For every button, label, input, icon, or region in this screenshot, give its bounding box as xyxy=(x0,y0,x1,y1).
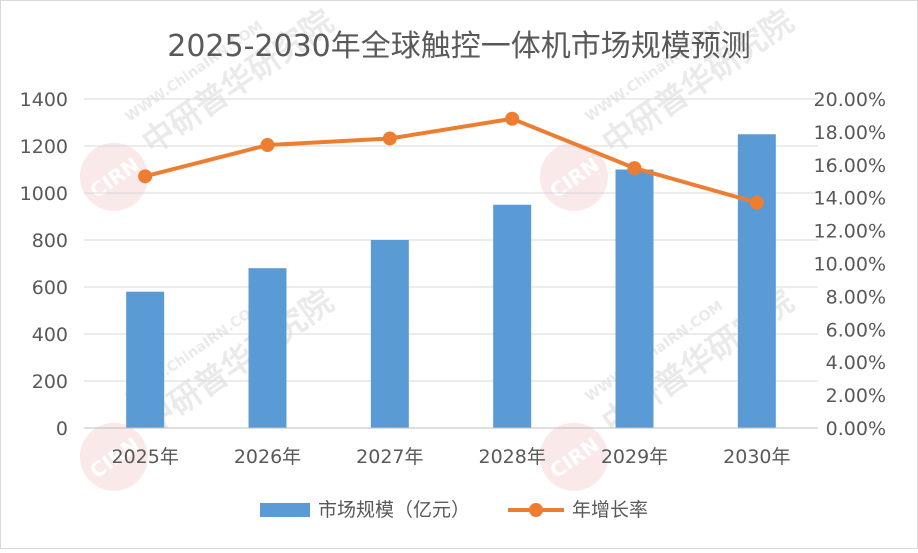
y-left-tick-label: 1000 xyxy=(20,183,68,205)
bar xyxy=(370,240,409,428)
y-right-tick-label: 18.00% xyxy=(814,122,886,144)
bar-series xyxy=(126,134,776,428)
y-right-tick-label: 8.00% xyxy=(826,286,886,308)
growth-line xyxy=(144,116,758,205)
x-axis: 2025年 2026年 2027年 2028年 2029年 2030年 xyxy=(84,427,818,468)
y-right-tick-label: 12.00% xyxy=(814,221,886,243)
line-series xyxy=(138,111,764,210)
bar xyxy=(493,204,532,428)
legend-line-marker xyxy=(529,503,543,517)
x-tick-label: 2026年 xyxy=(234,446,301,468)
bar xyxy=(248,268,287,428)
y-axis-right: 0.00% 2.00% 4.00% 6.00% 8.00% 10.00% 12.00% 14.… xyxy=(814,89,886,440)
x-tick-label: 2027年 xyxy=(356,446,423,468)
y-right-tick-label: 4.00% xyxy=(826,352,886,374)
y-right-tick-label: 2.00% xyxy=(826,385,886,407)
watermark-logo-circle xyxy=(79,422,148,491)
y-right-tick-label: 0.00% xyxy=(826,418,886,440)
y-left-tick-label: 200 xyxy=(32,371,68,393)
x-tick-label: 2028年 xyxy=(478,446,545,468)
y-right-tick-label: 6.00% xyxy=(826,319,886,341)
bar xyxy=(615,169,654,428)
watermark-logo-circle xyxy=(539,422,608,491)
x-tick-label: 2030年 xyxy=(723,446,790,468)
legend: 市场规模（亿元） 年增长率 xyxy=(260,499,648,521)
y-left-tick-label: 600 xyxy=(32,277,68,299)
y-left-tick-label: 400 xyxy=(32,324,68,346)
bar xyxy=(737,134,776,428)
bar xyxy=(126,291,165,428)
y-right-tick-label: 20.00% xyxy=(814,89,886,111)
watermark-logo-circle xyxy=(539,142,608,211)
line-point xyxy=(260,138,275,153)
y-left-tick-label: 1200 xyxy=(20,136,68,158)
line-point xyxy=(382,131,397,146)
y-axis-left: 0 200 400 600 800 1000 1200 1400 xyxy=(20,89,68,440)
line-point xyxy=(627,161,642,176)
y-left-tick-label: 1400 xyxy=(20,89,68,111)
line-point xyxy=(749,195,764,210)
watermark-logo-circle xyxy=(79,142,148,211)
y-right-tick-label: 16.00% xyxy=(814,155,886,177)
legend-line-label: 年增长率 xyxy=(572,499,648,521)
chart-title: 2025-2030年全球触控一体机市场规模预测 xyxy=(167,29,751,64)
y-left-tick-label: 0 xyxy=(56,418,68,440)
y-right-tick-label: 10.00% xyxy=(814,254,886,276)
line-point xyxy=(505,111,520,126)
legend-bar-swatch xyxy=(260,503,310,517)
x-tick-label: 2029年 xyxy=(601,446,668,468)
y-right-tick-label: 14.00% xyxy=(814,188,886,210)
y-left-tick-label: 800 xyxy=(32,230,68,252)
line-point xyxy=(138,169,153,184)
legend-bar-label: 市场规模（亿元） xyxy=(318,499,470,521)
x-tick-label: 2025年 xyxy=(111,446,178,468)
